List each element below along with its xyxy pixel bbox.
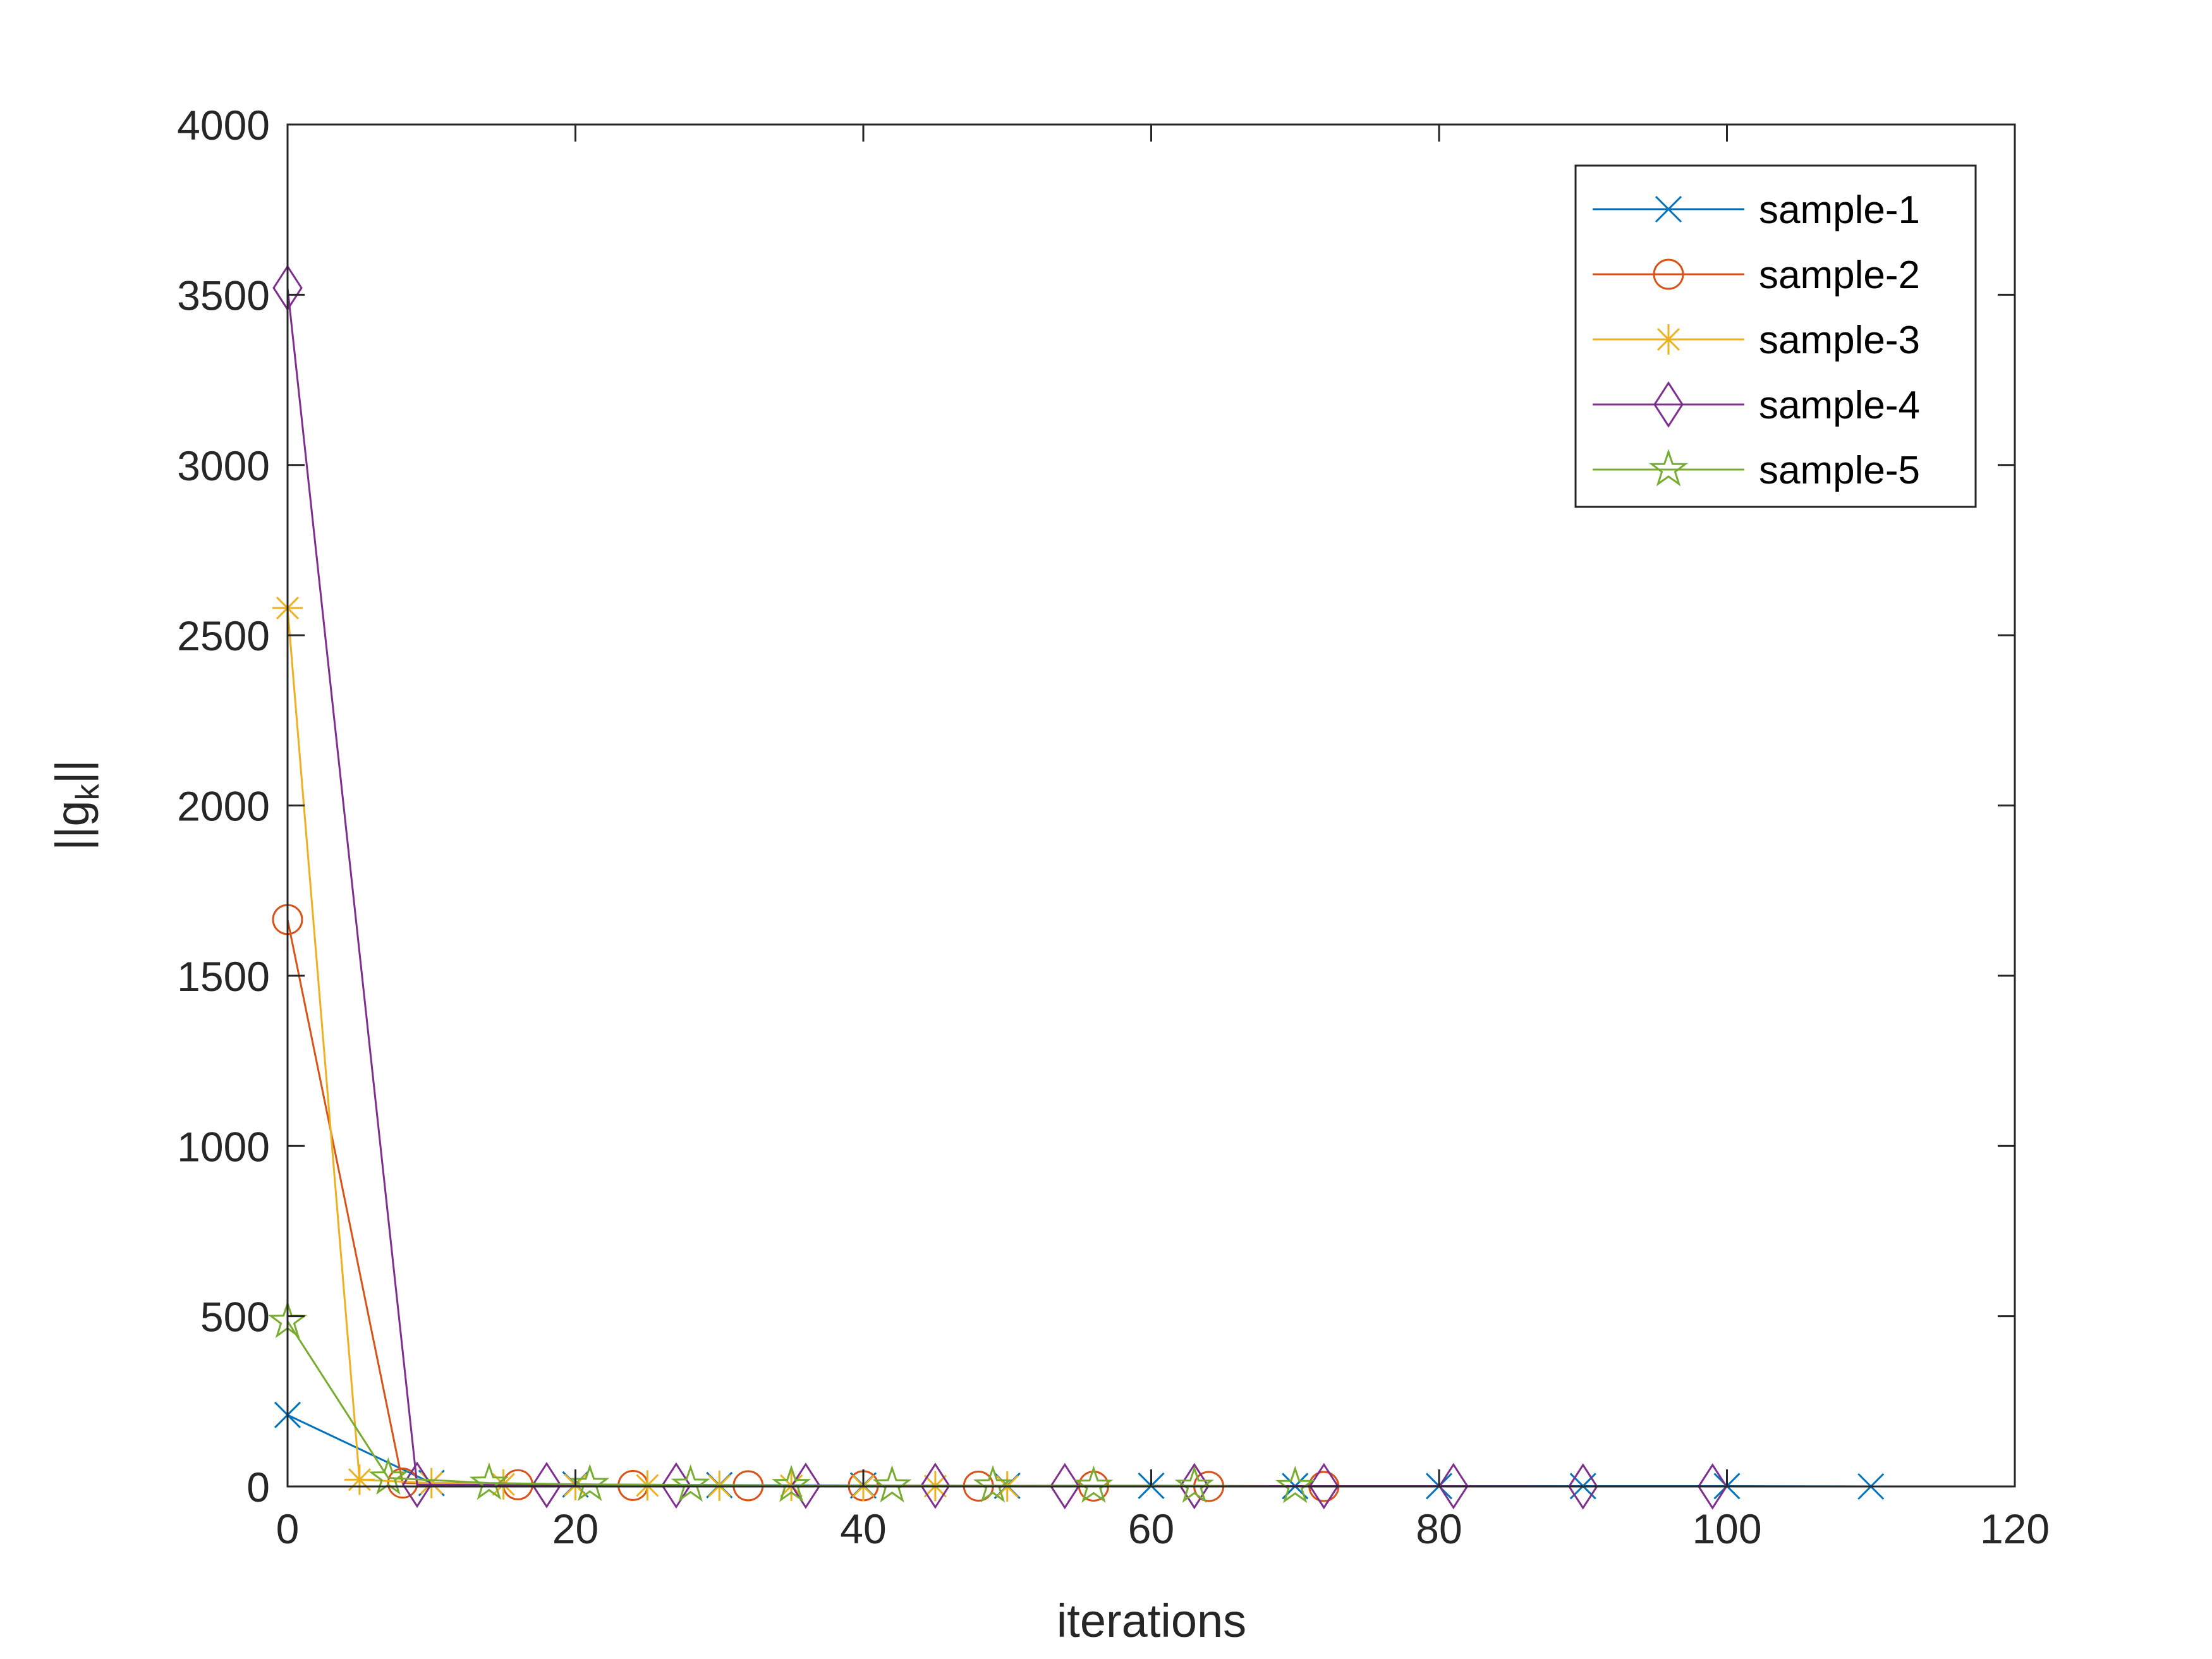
legend-marker [1655, 195, 1682, 223]
y-tick-label: 0 [246, 1464, 270, 1510]
legend-label: sample-5 [1759, 449, 1920, 492]
data-point [532, 1462, 562, 1509]
legend-marker [1653, 258, 1684, 290]
legend-item: sample-3 [1593, 319, 1920, 362]
legend: sample-1 sample-2 sample-3 sample-4 sample-5 [1574, 164, 1977, 508]
legend-label: sample-2 [1759, 253, 1920, 297]
y-tick-label: 1500 [177, 953, 270, 1000]
legend-label: sample-4 [1759, 384, 1920, 427]
data-point [671, 1464, 710, 1502]
x-tick-label: 100 [1692, 1505, 1761, 1552]
y-tick-label: 4000 [177, 102, 270, 149]
x-tick-label: 40 [840, 1505, 886, 1552]
data-point [772, 1464, 811, 1502]
legend-marker [1648, 449, 1689, 487]
data-point [1275, 1466, 1315, 1504]
x-tick-label: 0 [276, 1505, 300, 1552]
y-tick-label: 3500 [177, 272, 270, 319]
y-axis-label-subscript: k [70, 783, 106, 800]
x-axis-label: iterations [1057, 1595, 1246, 1647]
y-axis-label-tail: || [46, 760, 99, 784]
data-point [1050, 1462, 1080, 1510]
plot-area-border [286, 123, 2016, 1488]
y-tick-label: 500 [200, 1294, 270, 1340]
y-axis-label-base: ||g [46, 800, 99, 851]
x-tick-label: 60 [1128, 1505, 1174, 1552]
data-point [368, 1457, 408, 1495]
y-axis-label: ||gk|| [46, 760, 106, 851]
data-point [402, 1461, 432, 1509]
legend-item: sample-5 [1593, 449, 1920, 492]
data-point [1309, 1462, 1339, 1510]
tick-labels-layer: 0 20 40 60 80 100 120 0 500 1000 1500 2000 2500 3000 3… [177, 102, 2050, 1552]
y-tick-label: 1000 [177, 1123, 270, 1170]
data-point [973, 1465, 1013, 1503]
legend-marker [1653, 381, 1684, 428]
x-tick-label: 80 [1416, 1505, 1462, 1552]
y-tick-label: 2000 [177, 783, 270, 830]
data-point [1074, 1465, 1114, 1503]
x-tick-label: 20 [552, 1505, 599, 1552]
legend-label: sample-1 [1759, 188, 1920, 232]
data-point [872, 1465, 912, 1503]
y-tick-label: 2500 [177, 612, 270, 659]
data-point [570, 1464, 610, 1502]
data-point [661, 1462, 691, 1509]
legend-label: sample-3 [1759, 319, 1920, 362]
data-point [344, 1464, 375, 1495]
x-tick-label: 120 [1980, 1505, 2050, 1552]
data-point [920, 1462, 951, 1509]
data-point [1174, 1465, 1214, 1503]
legend-box [1574, 164, 1977, 508]
data-point [1179, 1462, 1210, 1510]
data-point [416, 1468, 447, 1498]
y-tick-label: 3000 [177, 442, 270, 489]
data-point [791, 1462, 821, 1509]
data-point [1438, 1462, 1469, 1510]
data-point [1567, 1463, 1598, 1510]
legend-item: sample-1 [1593, 188, 1920, 232]
legend-marker [1653, 324, 1684, 355]
legend-item: sample-2 [1593, 253, 1920, 297]
data-point [469, 1462, 509, 1500]
legend-item: sample-4 [1593, 381, 1920, 428]
data-point [1697, 1463, 1728, 1510]
